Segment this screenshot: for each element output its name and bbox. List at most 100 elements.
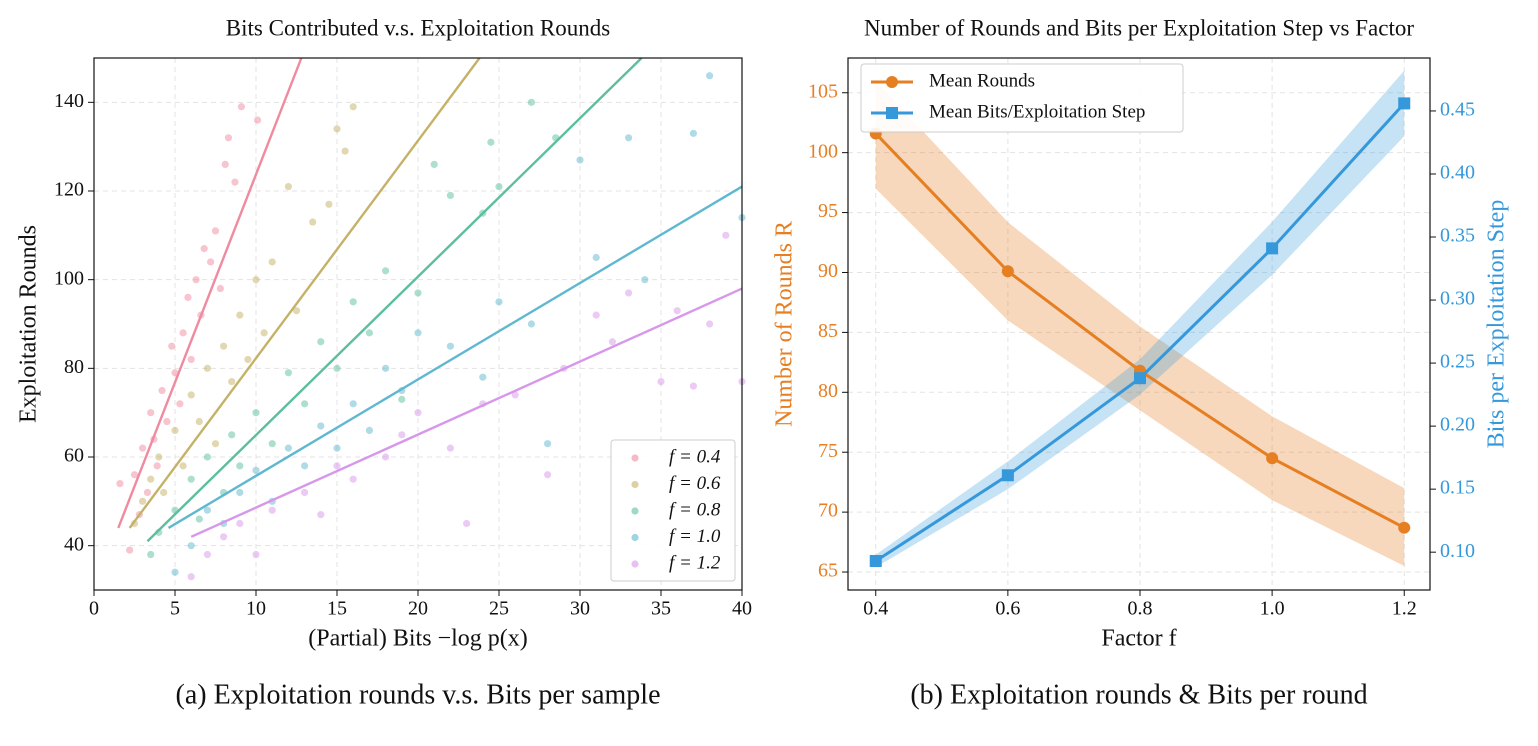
legend-label: f = 0.4 bbox=[669, 446, 721, 467]
x-tick-label: 0.8 bbox=[1127, 598, 1152, 620]
point bbox=[237, 103, 246, 111]
x-tick-label: 15 bbox=[327, 598, 347, 620]
y-tick-label: 80 bbox=[64, 356, 84, 378]
point bbox=[147, 550, 155, 559]
y2-tick-label: 0.15 bbox=[1440, 477, 1475, 499]
point bbox=[625, 289, 633, 297]
point bbox=[301, 488, 309, 497]
legend-label: Mean Rounds bbox=[929, 70, 1035, 91]
point bbox=[414, 409, 422, 417]
legend-marker bbox=[631, 507, 639, 515]
point bbox=[187, 355, 195, 364]
fit-line bbox=[117, 57, 303, 529]
point bbox=[511, 391, 519, 399]
x-tick-label: 0.6 bbox=[995, 598, 1020, 620]
y2-tick-label: 0.10 bbox=[1440, 540, 1475, 562]
point bbox=[706, 72, 714, 80]
y2-tick-label: 0.20 bbox=[1440, 414, 1475, 436]
point bbox=[382, 267, 390, 275]
point bbox=[231, 178, 239, 186]
point bbox=[317, 511, 325, 519]
band bbox=[875, 80, 1405, 567]
marker bbox=[869, 555, 882, 568]
legend-marker bbox=[631, 454, 639, 462]
legend: Mean Rounds Mean Bits/Exploitation Step bbox=[860, 63, 1184, 133]
point bbox=[116, 480, 124, 488]
y2-axis-label: Bits per Exploitation Step bbox=[1484, 200, 1510, 449]
x-tick-label: 35 bbox=[651, 598, 671, 620]
point bbox=[706, 320, 714, 328]
y-axis-label: Exploitation Rounds bbox=[16, 225, 42, 423]
point bbox=[398, 431, 406, 439]
legend-marker bbox=[631, 560, 639, 568]
point bbox=[689, 382, 698, 390]
y-tick-label: 70 bbox=[818, 500, 838, 522]
y-tick-label: 40 bbox=[64, 533, 84, 555]
x-tick-label: 20 bbox=[408, 598, 428, 620]
point bbox=[163, 417, 171, 426]
marker bbox=[1133, 372, 1146, 385]
legend-label: f = 0.6 bbox=[669, 473, 721, 494]
point bbox=[254, 116, 262, 124]
point bbox=[317, 422, 325, 430]
y-tick-label: 100 bbox=[808, 140, 838, 162]
point bbox=[446, 342, 454, 350]
point bbox=[184, 293, 192, 301]
caption: (a) Exploitation rounds v.s. Bits per sa… bbox=[176, 679, 661, 710]
point bbox=[139, 497, 147, 505]
point bbox=[284, 444, 292, 452]
legend-marker bbox=[886, 107, 898, 119]
point bbox=[292, 307, 301, 315]
point bbox=[211, 440, 220, 448]
point bbox=[176, 400, 184, 408]
point bbox=[203, 550, 211, 559]
caption: (b) Exploitation rounds & Bits per round bbox=[910, 679, 1367, 710]
fit-line bbox=[167, 185, 743, 529]
point bbox=[236, 488, 244, 497]
point bbox=[130, 471, 139, 479]
point bbox=[349, 298, 357, 306]
point bbox=[179, 462, 187, 470]
point bbox=[187, 542, 195, 550]
y-tick-label: 60 bbox=[64, 445, 84, 467]
legend-label: f = 1.0 bbox=[669, 526, 721, 547]
x-tick-label: 25 bbox=[489, 598, 509, 620]
point bbox=[228, 378, 236, 386]
point bbox=[479, 373, 487, 381]
y2-tick-label: 0.30 bbox=[1440, 288, 1475, 310]
legend-marker bbox=[631, 533, 639, 542]
x-tick-label: 0.4 bbox=[863, 598, 888, 620]
point bbox=[487, 138, 495, 146]
y2-tick-label: 0.40 bbox=[1440, 162, 1475, 184]
band bbox=[875, 70, 1405, 568]
x-tick-label: 1.0 bbox=[1260, 598, 1285, 620]
y-tick-label: 80 bbox=[818, 380, 838, 402]
point bbox=[544, 471, 552, 479]
legend-label: f = 1.2 bbox=[669, 552, 721, 573]
point bbox=[168, 342, 176, 350]
point bbox=[160, 488, 168, 497]
point bbox=[317, 338, 325, 346]
y-tick-label: 100 bbox=[54, 267, 84, 289]
point bbox=[171, 568, 179, 576]
x-tick-label: 1.2 bbox=[1392, 598, 1417, 620]
point bbox=[414, 329, 422, 337]
y-tick-label: 120 bbox=[54, 179, 84, 201]
point bbox=[244, 355, 252, 364]
point bbox=[722, 231, 730, 239]
legend-box bbox=[610, 439, 736, 582]
x-axis-label: (Partial) Bits −log p(x) bbox=[308, 626, 528, 652]
y-tick-label: 65 bbox=[818, 560, 838, 582]
point bbox=[365, 426, 373, 434]
point bbox=[495, 298, 503, 306]
point bbox=[365, 329, 373, 337]
point bbox=[200, 245, 208, 253]
point bbox=[203, 364, 211, 372]
point bbox=[195, 515, 203, 523]
point bbox=[382, 364, 390, 372]
y-tick-label: 105 bbox=[808, 80, 838, 102]
marker bbox=[1398, 521, 1411, 534]
point bbox=[139, 444, 147, 452]
y2-tick-label: 0.45 bbox=[1440, 99, 1475, 121]
